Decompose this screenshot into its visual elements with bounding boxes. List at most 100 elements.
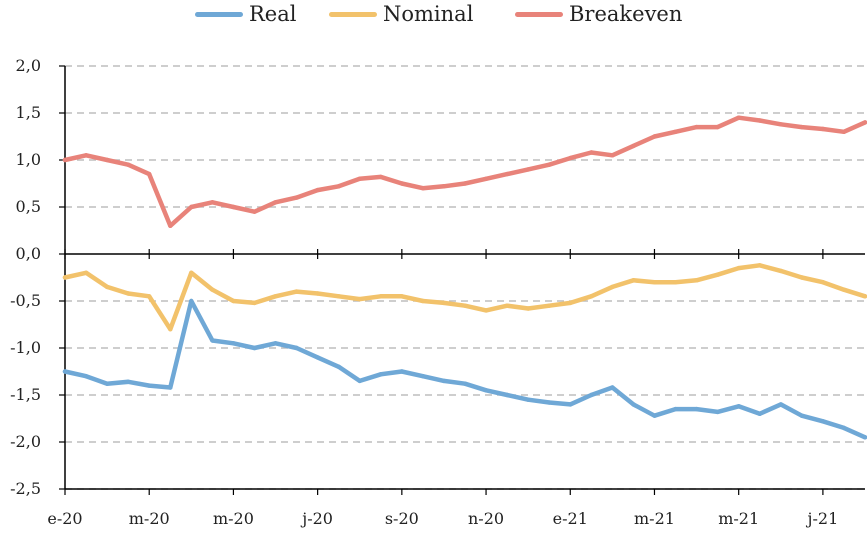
series-point-real [62,369,68,374]
series-point-breakeven [589,150,594,155]
series-point-nominal [504,303,510,308]
series-point-breakeven [799,124,804,130]
series-point-breakeven [462,181,468,186]
series-point-nominal [357,296,362,302]
series-point-breakeven [715,124,720,130]
series-point-real [483,388,489,393]
series-point-breakeven [441,184,447,189]
series-point-nominal [273,294,278,299]
series-point-nominal [631,278,636,283]
y-tick-label: 0,0 [16,244,41,263]
series-point-breakeven [378,174,383,180]
series-point-real [441,378,447,384]
series-point-breakeven [294,195,299,200]
series-point-real [231,341,236,346]
series-point-breakeven [483,176,489,181]
series-point-nominal [147,294,152,299]
series-point-real [399,369,404,374]
series-point-real [589,392,594,398]
series-point-real [862,435,867,440]
series-point-breakeven [336,184,341,189]
series-point-breakeven [62,157,68,163]
legend-real-swatch [195,11,243,17]
series-point-real [126,379,131,384]
y-tick-label: 1,0 [16,150,41,169]
series-point-nominal [231,298,236,304]
series-point-real [83,374,89,379]
series-point-nominal [526,306,531,311]
x-tick-label: j-20 [300,509,333,528]
series-point-real [631,402,636,407]
series-point-breakeven [231,204,236,210]
series-point-breakeven [610,153,615,158]
series-line-real [62,298,867,440]
x-tick-label: m-20 [129,509,170,528]
series-point-breakeven [862,120,867,125]
series-point-nominal [673,280,678,285]
series-point-breakeven [694,124,699,130]
series-point-real [147,383,152,388]
series-point-nominal [820,280,826,285]
legend-breakeven-label: Breakeven [569,2,683,26]
series-point-nominal [610,284,615,290]
series-point-nominal [715,272,720,277]
series-point-nominal [694,278,699,283]
series-point-breakeven [126,162,131,167]
series-point-real [336,364,341,369]
series-point-nominal [799,275,804,280]
x-tick-label: m-21 [718,509,759,528]
series-point-nominal [547,303,552,308]
y-tick-label: 0,5 [16,197,41,216]
series-point-nominal [378,294,383,299]
series-point-breakeven [420,186,426,191]
x-tick-label: n-20 [468,509,504,528]
series-point-nominal [589,294,594,299]
series-point-breakeven [841,129,847,134]
series-point-nominal [83,270,89,275]
series-point-real [673,406,678,412]
x-tick-label: s-20 [385,509,419,528]
series-point-nominal [315,291,320,296]
y-tick-label: -1,5 [10,385,41,404]
series-point-real [357,378,362,384]
series-point-nominal [336,294,341,299]
series-point-breakeven [652,134,657,139]
series-point-nominal [441,300,447,306]
y-tick-label: -0,5 [10,291,41,310]
series-point-real [104,381,110,386]
series-point-breakeven [189,204,194,210]
legend-nominal-label: Nominal [383,2,474,26]
legend-nominal-swatch [329,11,377,17]
series-point-real [252,345,257,351]
series-point-breakeven [357,176,362,181]
series-point-real [526,397,531,402]
series-point-nominal [294,289,299,294]
series-point-real [168,385,173,390]
series-point-nominal [778,268,783,274]
series-point-breakeven [315,187,320,193]
series-point-nominal [168,327,173,332]
grid-lines [65,65,865,490]
series-point-nominal [252,300,257,306]
series-point-breakeven [104,157,110,163]
series-point-real [778,402,783,407]
series-point-nominal [126,291,131,296]
series-point-breakeven [504,171,510,177]
series-point-breakeven [399,181,404,186]
series-point-breakeven [757,118,762,123]
x-tick-label: m-21 [634,509,675,528]
y-tick-label: 1,5 [16,103,41,122]
x-tick-label: j-21 [806,509,839,528]
series-line-breakeven [62,115,867,229]
x-axis-ticks: e-20 m-20 m-20 j-20 s-20 n-20 e-21 m-21 m-21 j-21 [47,249,838,528]
series-point-nominal [736,265,741,271]
series-point-breakeven [778,122,783,127]
series-point-breakeven [547,162,552,167]
series-point-breakeven [568,155,573,161]
x-tick-label: e-21 [553,509,588,528]
series-point-real [504,392,510,398]
series-point-nominal [189,270,194,275]
x-tick-label: m-20 [213,509,254,528]
series-point-breakeven [210,200,215,205]
